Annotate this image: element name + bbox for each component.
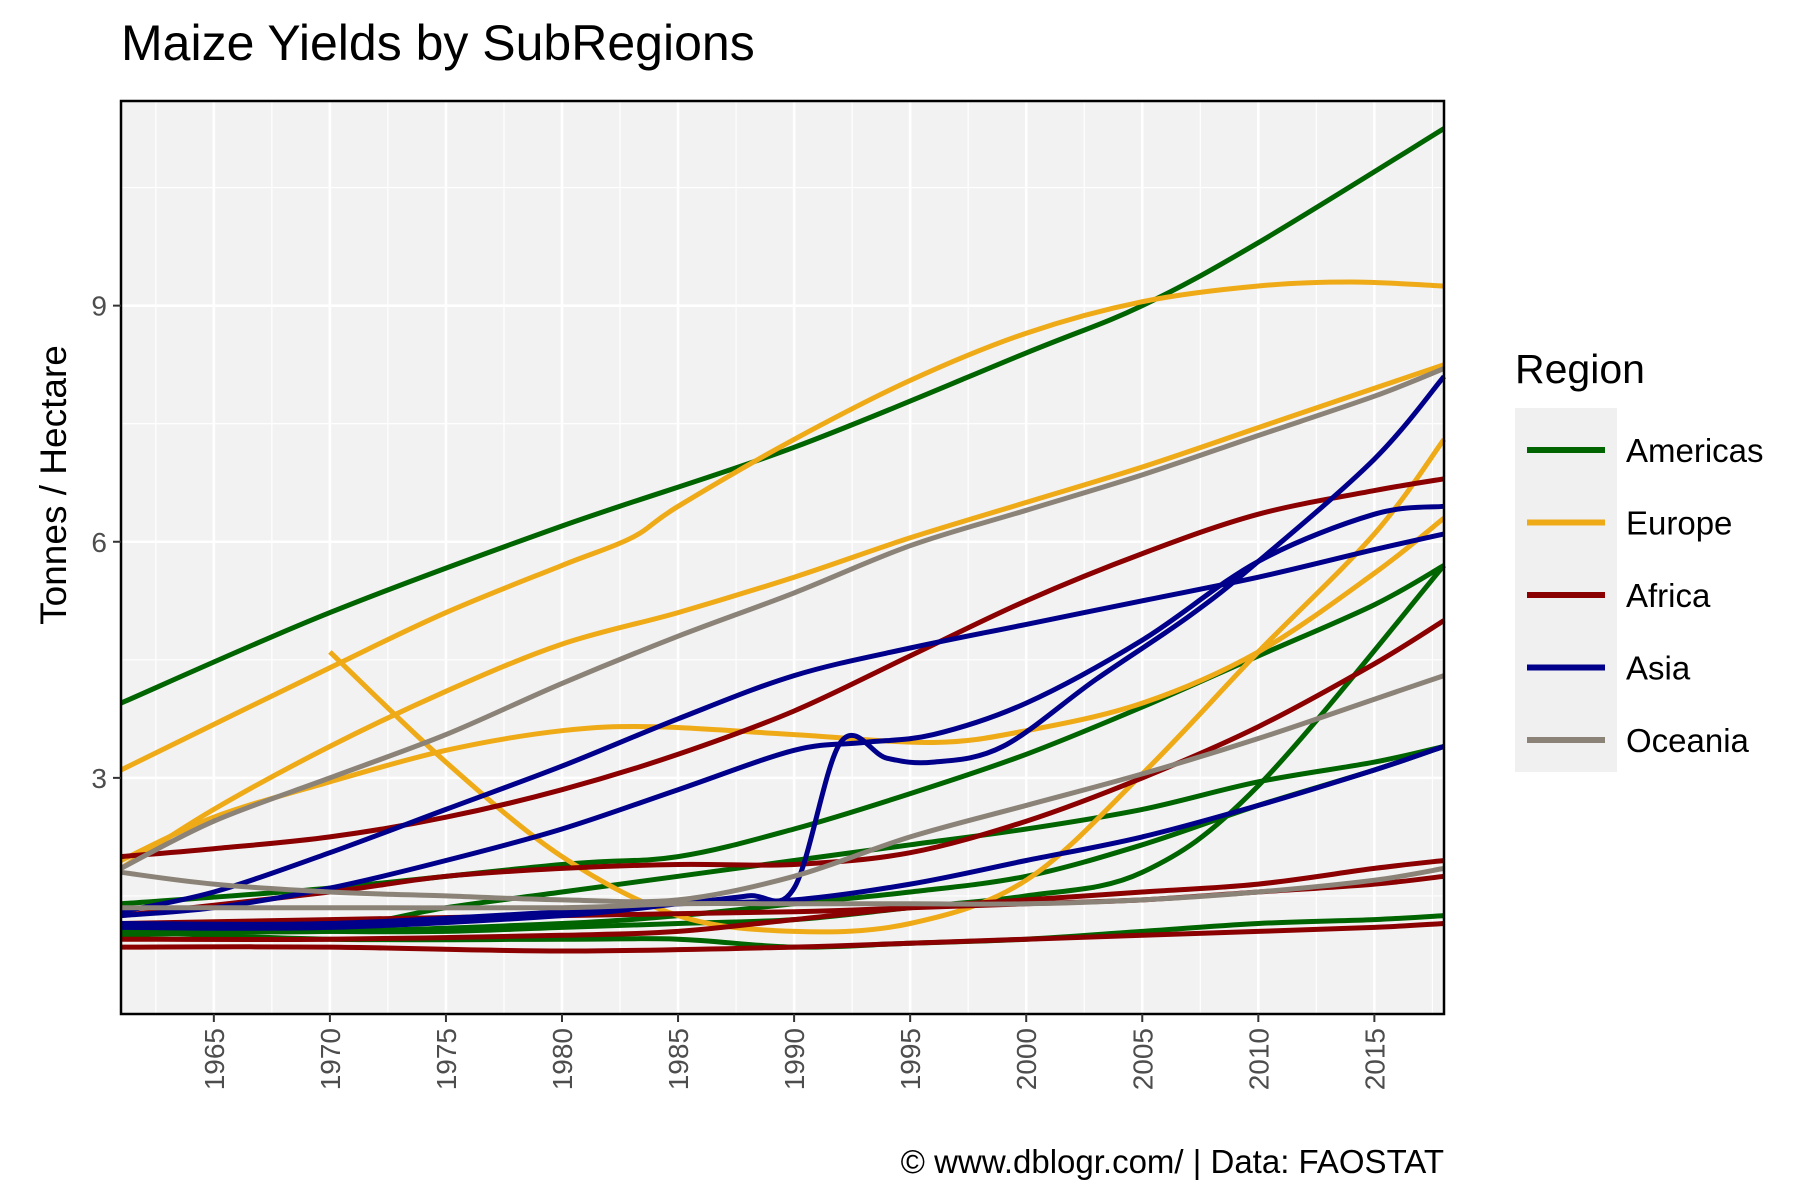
minor-gridlines [121,101,1444,1014]
series-line-europe [119,362,1445,871]
x-tick-label: 1985 [663,1028,694,1090]
legend-label-americas: Americas [1626,432,1764,469]
x-tick-label: 2015 [1359,1028,1390,1090]
series-line-europe [119,279,1445,773]
legend-label-africa: Africa [1626,577,1711,614]
x-tick-label: 2000 [1011,1028,1042,1090]
x-tick-label: 1990 [779,1028,810,1090]
y-tick-label: 9 [91,291,107,322]
series-line-americas [120,126,1446,706]
y-axis: 3 6 9 [91,291,121,794]
series-line-asia [120,374,1446,931]
chart-caption: © www.dblogr.com/ | Data: FAOSTAT [901,1143,1444,1180]
series-line-oceania [120,865,1445,911]
series-lines [119,126,1447,954]
legend-title: Region [1515,346,1645,392]
x-tick-label: 2010 [1243,1028,1274,1090]
x-tick-label: 1995 [895,1028,926,1090]
legend-key-background [1515,408,1617,772]
chart-title: Maize Yields by SubRegions [121,15,755,71]
panel-border [119,99,1446,1016]
series-line-oceania [120,673,1445,905]
series-line-asia [120,531,1445,915]
x-tick-label: 1975 [431,1028,462,1090]
series-line-oceania [119,366,1445,871]
x-tick-label: 1980 [547,1028,578,1090]
series-line-europe [328,437,1447,935]
y-tick-label: 6 [91,527,107,558]
legend-label-europe: Europe [1626,505,1732,542]
legend-label-oceania: Oceania [1626,722,1750,759]
series-line-africa [120,921,1445,954]
x-axis: 1965 1970 1975 1980 1985 1990 1995 2000 2005 2010… [199,1014,1390,1090]
legend: Region Americas Europe Africa Asia Oceania [1515,346,1764,772]
y-tick-label: 3 [91,763,107,794]
y-axis-title: Tonnes / Hectare [33,345,74,625]
legend-label-asia: Asia [1626,650,1691,687]
x-tick-label: 1965 [199,1028,230,1090]
series-line-asia [120,744,1445,927]
series-line-asia [120,503,1445,919]
x-tick-label: 2005 [1127,1028,1158,1090]
series-line-africa [120,858,1445,943]
plot-panel [119,99,1447,1016]
series-line-africa [120,476,1445,860]
x-tick-label: 1970 [315,1028,346,1090]
